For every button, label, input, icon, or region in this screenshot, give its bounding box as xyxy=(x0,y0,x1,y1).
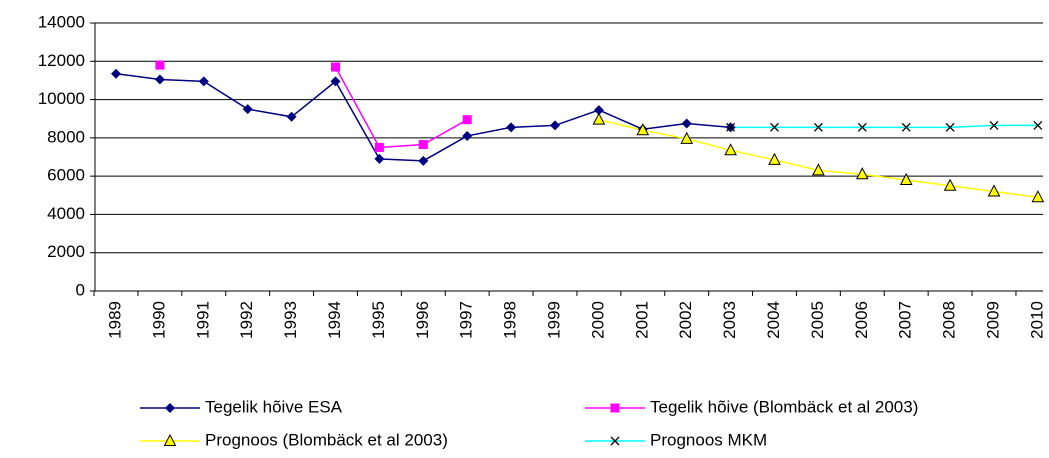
triangle-marker xyxy=(163,433,177,446)
triangle-marker xyxy=(680,131,694,144)
triangle-marker xyxy=(855,167,869,180)
diamond-marker xyxy=(418,155,429,166)
x-tick-label: 1990 xyxy=(149,301,168,339)
diamond-marker xyxy=(111,68,121,79)
x-marker xyxy=(945,122,955,132)
diamond-marker xyxy=(330,76,341,87)
legend-entry: Tegelik hõive (Blombäck et al 2003) xyxy=(585,397,918,416)
diamond-marker xyxy=(286,111,297,122)
legend-entry: Prognoos (Blombäck et al 2003) xyxy=(140,430,448,449)
triangle-marker xyxy=(1031,190,1045,203)
triangle-marker xyxy=(724,143,737,156)
x-tick-label: 1998 xyxy=(501,301,520,339)
triangle-marker xyxy=(768,152,781,165)
triangle-marker xyxy=(943,178,957,191)
x-tick-label: 2009 xyxy=(983,301,1002,339)
legend-label: Prognoos MKM xyxy=(650,430,767,449)
triangle-marker xyxy=(899,172,913,185)
y-tick-label: 10000 xyxy=(38,89,85,108)
x-tick-label: 2001 xyxy=(632,301,651,339)
x-tick-label: 1997 xyxy=(457,301,476,339)
x-tick-label: 2006 xyxy=(852,301,871,339)
x-marker xyxy=(1033,120,1043,130)
diamond-marker xyxy=(165,403,175,413)
x-tick-label: 1993 xyxy=(281,301,300,339)
x-tick-label: 2000 xyxy=(588,301,607,339)
y-tick-label: 6000 xyxy=(47,166,85,185)
diamond-marker xyxy=(198,76,209,87)
series-line xyxy=(334,66,468,149)
square-marker xyxy=(462,115,472,125)
square-marker xyxy=(418,140,428,150)
triangle-marker xyxy=(987,184,1001,197)
y-tick-label: 14000 xyxy=(38,12,85,31)
x-tick-label: 2008 xyxy=(940,301,959,339)
y-tick-label: 2000 xyxy=(47,242,85,261)
diamond-marker xyxy=(593,105,604,116)
square-marker xyxy=(155,60,165,70)
triangle-marker xyxy=(812,163,825,176)
x-tick-label: 2005 xyxy=(808,301,827,339)
x-tick-label: 1996 xyxy=(413,301,432,339)
square-marker xyxy=(610,403,620,413)
x-marker xyxy=(813,122,823,132)
diamond-marker xyxy=(506,122,517,133)
x-tick-label: 2002 xyxy=(676,301,695,339)
diamond-marker xyxy=(242,104,253,115)
x-marker xyxy=(901,122,911,132)
legend-entry: Prognoos MKM xyxy=(585,430,767,449)
x-marker xyxy=(726,122,736,132)
diamond-marker xyxy=(374,153,385,164)
y-tick-label: 4000 xyxy=(47,204,85,223)
diamond-marker xyxy=(681,118,692,129)
x-tick-label: 1989 xyxy=(105,301,124,339)
x-tick-label: 2007 xyxy=(896,301,915,339)
x-tick-label: 1999 xyxy=(544,301,563,339)
x-tick-label: 1991 xyxy=(193,301,212,339)
legend-label: Prognoos (Blombäck et al 2003) xyxy=(205,430,448,449)
y-tick-label: 12000 xyxy=(38,51,85,70)
square-marker xyxy=(374,142,384,152)
diamond-marker xyxy=(462,130,473,141)
x-marker xyxy=(989,120,999,130)
series-line xyxy=(598,118,1038,198)
x-marker xyxy=(610,436,620,446)
x-marker xyxy=(857,122,867,132)
x-marker xyxy=(770,122,779,132)
x-tick-label: 1995 xyxy=(369,301,388,339)
square-marker xyxy=(331,62,340,72)
triangle-marker xyxy=(592,112,606,125)
legend-entry: Tegelik hõive ESA xyxy=(140,397,343,416)
y-tick-label: 0 xyxy=(76,280,85,299)
x-tick-label: 2004 xyxy=(764,301,783,339)
y-tick-label: 8000 xyxy=(47,127,85,146)
diamond-marker xyxy=(550,120,560,131)
legend-label: Tegelik hõive ESA xyxy=(205,397,343,416)
x-tick-label: 1994 xyxy=(325,301,344,339)
diamond-marker xyxy=(154,74,165,85)
x-tick-label: 1992 xyxy=(237,301,256,339)
series-line xyxy=(730,124,1038,129)
triangle-marker xyxy=(636,123,650,136)
x-tick-label: 2003 xyxy=(720,301,739,339)
legend-label: Tegelik hõive (Blombäck et al 2003) xyxy=(650,397,918,416)
x-tick-label: 2010 xyxy=(1027,301,1046,339)
